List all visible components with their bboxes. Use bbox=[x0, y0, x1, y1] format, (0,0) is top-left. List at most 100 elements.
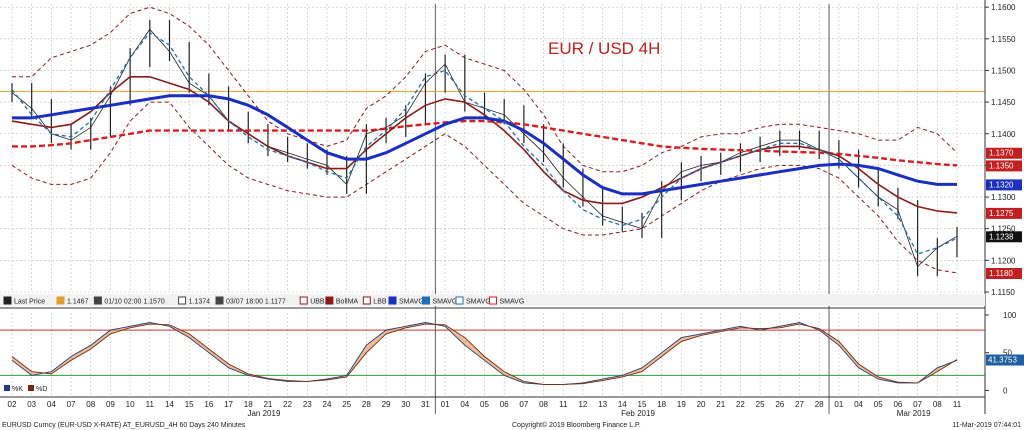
price-tick-label: 1.1400 bbox=[991, 130, 1016, 139]
footer-source: EURUSD Curncy (EUR-USD X-RATE) AT_EURUSD… bbox=[2, 422, 246, 429]
legend-swatch bbox=[362, 296, 371, 305]
x-tick-label: 22 bbox=[736, 400, 745, 409]
price-tag-bg bbox=[986, 179, 1022, 191]
legend-label: UBB bbox=[310, 299, 325, 306]
series-lbb bbox=[11, 101, 958, 274]
legend-label: SMAVG bbox=[466, 299, 491, 306]
x-tick-label: 15 bbox=[638, 400, 647, 409]
osc-tag-label: 41.3753 bbox=[988, 356, 1017, 365]
price-tick-label: 1.1150 bbox=[991, 288, 1015, 297]
x-tick-label: 06 bbox=[500, 400, 509, 409]
price-tag-label: 1.1275 bbox=[989, 209, 1014, 218]
legend-label: LBB bbox=[373, 299, 387, 306]
x-tick-label: 07 bbox=[67, 400, 76, 409]
legend-swatch bbox=[3, 296, 12, 305]
x-tick-label: 18 bbox=[657, 400, 666, 409]
legend-label: 1.1374 bbox=[189, 299, 211, 306]
x-tick-label: 04 bbox=[47, 400, 56, 409]
price-tag-bg bbox=[986, 160, 1022, 172]
footer-copyright: Copyright© 2019 Bloomberg Finance L.P. bbox=[512, 421, 641, 429]
x-tick-label: 05 bbox=[480, 400, 489, 409]
x-tick-label: 08 bbox=[86, 400, 95, 409]
price-tag-bg bbox=[986, 147, 1022, 159]
legend-label: BollMA bbox=[336, 299, 359, 306]
x-tick-label: 27 bbox=[795, 400, 804, 409]
price-tag-label: 1.1350 bbox=[989, 161, 1014, 170]
price-tick-label: 1.1450 bbox=[991, 98, 1016, 107]
price-tag-label: 1.1180 bbox=[989, 269, 1013, 278]
osc-legend-swatch bbox=[4, 385, 10, 391]
price-tag-label: 1.1238 bbox=[989, 232, 1014, 241]
osc-legend-label: %D bbox=[36, 386, 47, 393]
series-d bbox=[11, 323, 958, 385]
legend-label: 1.1467 bbox=[67, 299, 89, 306]
series-lines bbox=[11, 19, 958, 277]
x-tick-label: 04 bbox=[854, 400, 863, 409]
legend-label: Last Price bbox=[14, 299, 45, 306]
price-tick-label: 1.1500 bbox=[991, 66, 1016, 75]
price-tag-bg bbox=[986, 268, 1022, 280]
x-tick-label: 01 bbox=[441, 400, 450, 409]
footer-timestamp: 11-Mar-2019 07:44:01 bbox=[952, 422, 1021, 429]
x-tick-label: 30 bbox=[401, 400, 410, 409]
osc-tick-label: 100 bbox=[1003, 311, 1017, 320]
x-tick-label: 11 bbox=[559, 400, 568, 409]
legend-swatch bbox=[56, 296, 65, 305]
x-tick-label: 28 bbox=[815, 400, 824, 409]
x-tick-label: 25 bbox=[342, 400, 351, 409]
x-tick-label: 14 bbox=[618, 400, 627, 409]
legend-label: SMAVG bbox=[433, 299, 458, 306]
chart-title: EUR / USD 4H bbox=[548, 39, 660, 58]
osc-tag-bg bbox=[986, 354, 1024, 366]
oscillator-panel: 100 50 0 41.3753 %K %D bbox=[0, 311, 1024, 398]
legend-swatch bbox=[178, 296, 187, 305]
x-tick-label: 03 bbox=[27, 400, 36, 409]
series-sma-slow bbox=[12, 119, 958, 167]
bollinger-bands bbox=[11, 6, 958, 274]
x-tick-label: 11 bbox=[146, 400, 155, 409]
price-axis: 1.1600 1.1550 1.1500 1.1450 1.1400 1.1350 1.13… bbox=[984, 0, 1016, 414]
x-tick-label: 18 bbox=[244, 400, 253, 409]
x-tick-label: 09 bbox=[106, 400, 115, 409]
x-tick-label: 23 bbox=[303, 400, 312, 409]
x-tick-label: 15 bbox=[185, 400, 194, 409]
price-tag-label: 1.1320 bbox=[989, 180, 1014, 189]
legend-label: SMAVG bbox=[500, 299, 525, 306]
x-tick-label: 19 bbox=[677, 400, 686, 409]
series-ubb bbox=[12, 6, 958, 173]
price-tick-label: 1.1200 bbox=[991, 256, 1016, 265]
x-tick-label: 21 bbox=[716, 400, 725, 409]
osc-tick-label: 50 bbox=[1003, 349, 1012, 358]
osc-legend-swatch bbox=[28, 385, 34, 391]
x-tick-label: 24 bbox=[323, 400, 332, 409]
x-tick-label: 20 bbox=[697, 400, 706, 409]
legend-swatch bbox=[455, 296, 464, 305]
x-tick-label: 05 bbox=[874, 400, 883, 409]
legend-swatch bbox=[93, 296, 102, 305]
price-tick-label: 1.1550 bbox=[991, 35, 1016, 44]
x-tick-label: 14 bbox=[165, 400, 174, 409]
series-bollma bbox=[11, 76, 958, 214]
price-tag-bg bbox=[986, 231, 1022, 243]
price-tags: 1.1370 1.1350 1.1320 1.1275 1.1238 1.1180 bbox=[986, 147, 1022, 280]
legend-swatch bbox=[422, 296, 430, 305]
x-tick-label: 11 bbox=[953, 400, 962, 409]
price-tick-label: 1.1600 bbox=[991, 3, 1016, 12]
month-label: Jan 2019 bbox=[247, 409, 280, 418]
x-tick-label: 16 bbox=[204, 400, 213, 409]
x-tick-label: 06 bbox=[893, 400, 902, 409]
x-tick-label: 31 bbox=[421, 400, 430, 409]
x-tick-label: 22 bbox=[283, 400, 292, 409]
month-label: Feb 2019 bbox=[621, 409, 655, 418]
x-tick-label: 04 bbox=[460, 400, 469, 409]
x-tick-label: 07 bbox=[913, 400, 922, 409]
x-tick-label: 29 bbox=[382, 400, 391, 409]
price-tag-bg bbox=[986, 207, 1022, 219]
x-tick-label: 08 bbox=[539, 400, 548, 409]
x-tick-label: 25 bbox=[756, 400, 765, 409]
legend-swatch bbox=[325, 296, 334, 305]
legend: Last Price 1.1467 01/10 02:00 1.1570 1.1374… bbox=[0, 294, 985, 306]
x-tick-label: 17 bbox=[224, 400, 233, 409]
legend-label: SMAVG bbox=[399, 299, 424, 306]
legend-swatch bbox=[215, 296, 224, 305]
